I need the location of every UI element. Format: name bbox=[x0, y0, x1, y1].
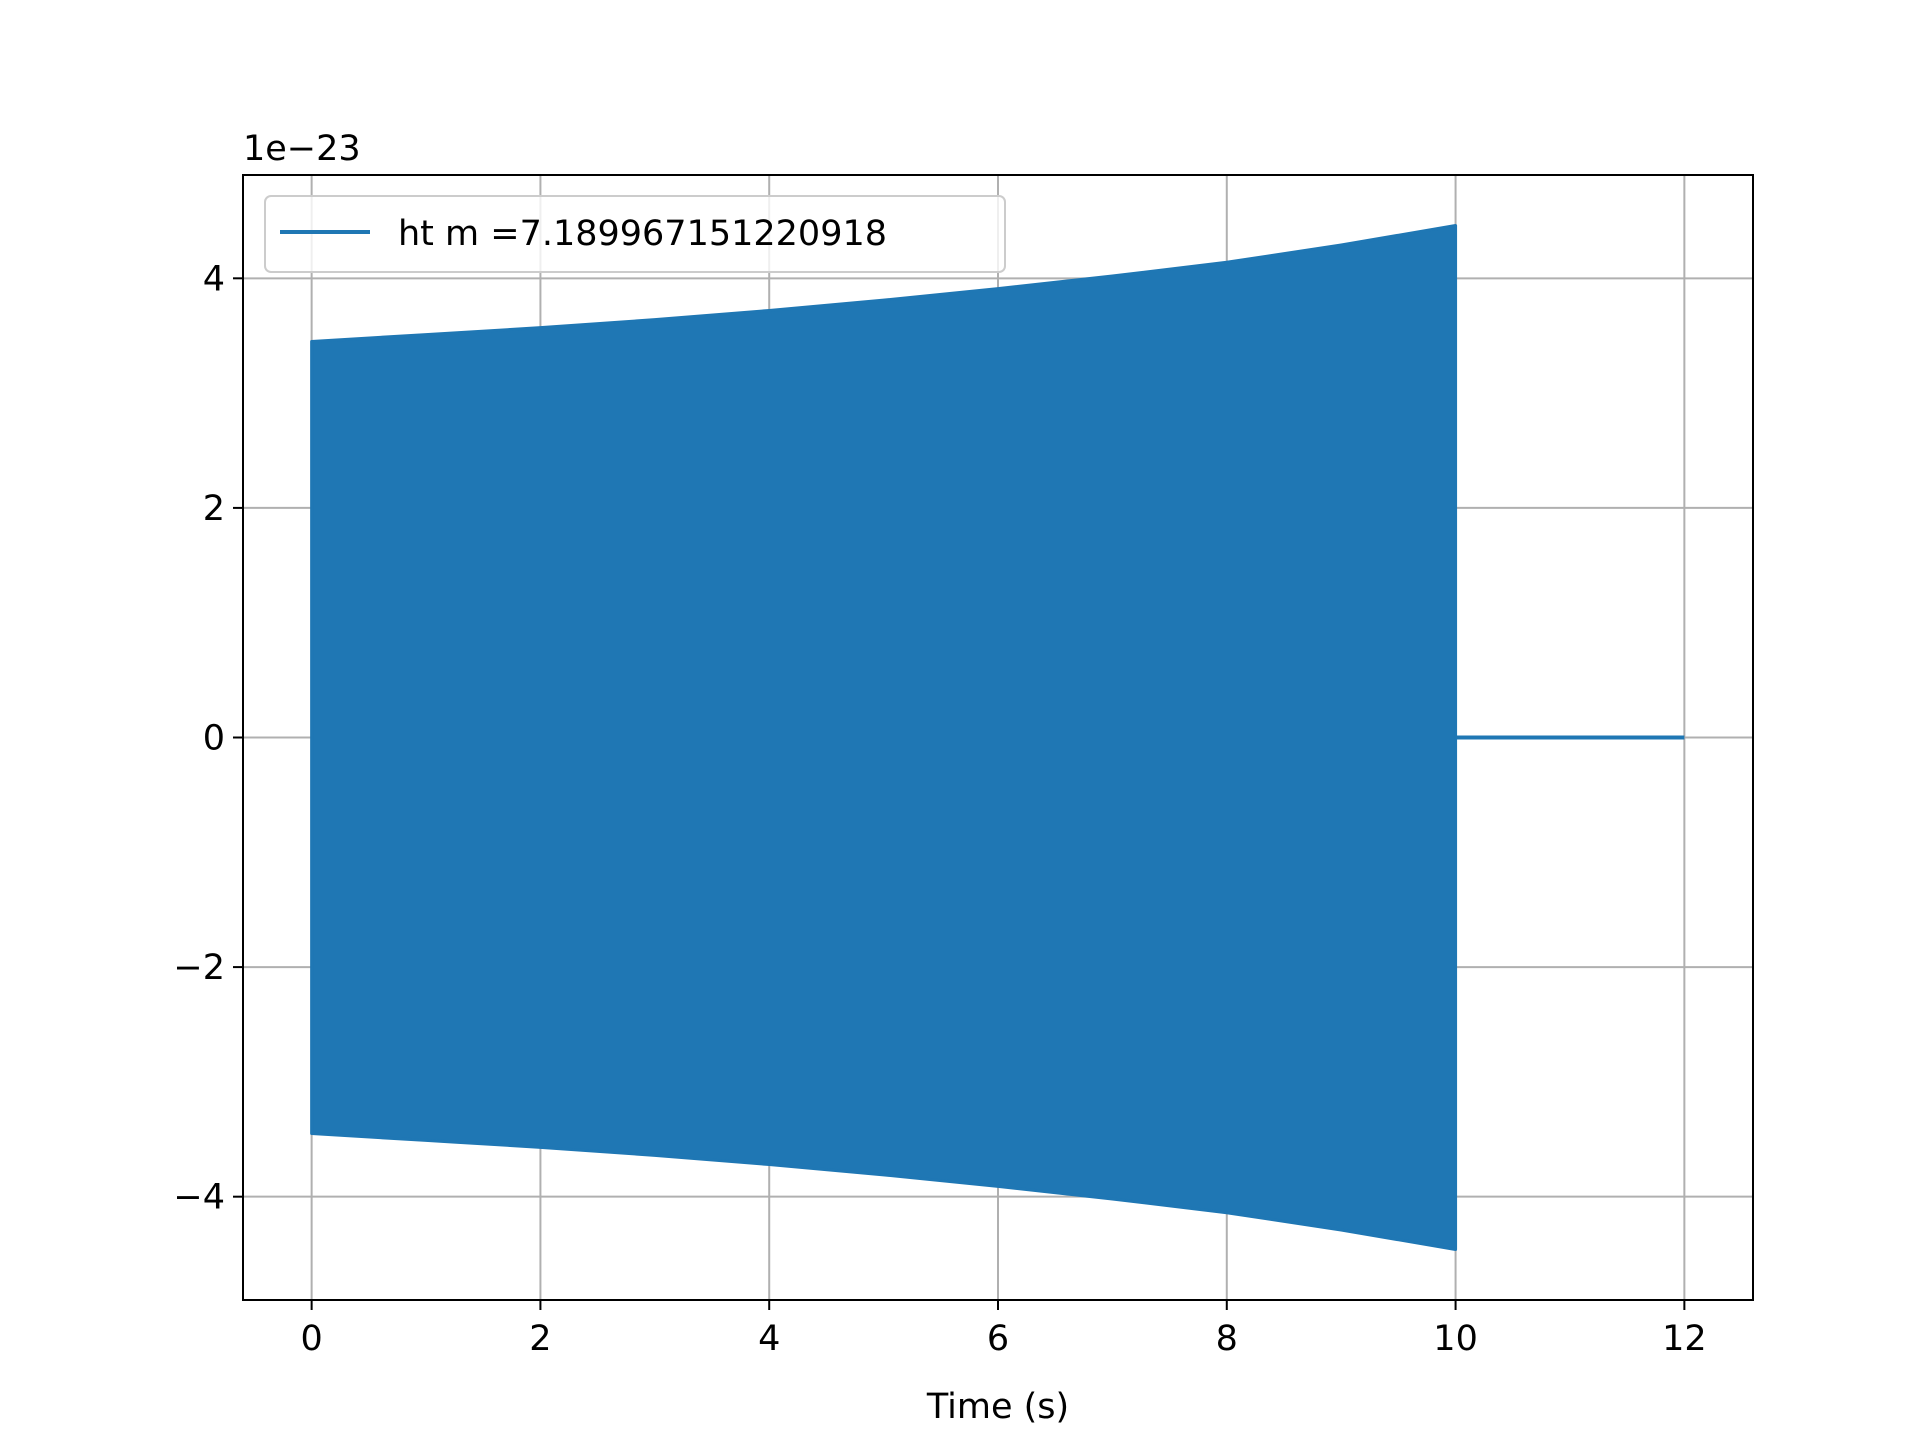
x-tick-label: 4 bbox=[758, 1319, 780, 1359]
x-tick-label: 6 bbox=[987, 1319, 1009, 1359]
y-tick-label: 0 bbox=[203, 719, 225, 759]
legend-label: ht m =7.189967151220918 bbox=[398, 214, 887, 254]
legend: ht m =7.189967151220918 bbox=[264, 195, 1006, 273]
x-tick-label: 12 bbox=[1662, 1319, 1707, 1359]
x-tick-label: 10 bbox=[1433, 1319, 1478, 1359]
series-signal-envelope bbox=[310, 224, 1458, 1251]
tick-layer: 0 2 4 6 8 10 12 −4 −2 0 2 4 bbox=[173, 259, 1706, 1359]
legend-box bbox=[264, 195, 1006, 273]
x-tick-label: 2 bbox=[529, 1319, 551, 1359]
y-tick-label: −2 bbox=[173, 948, 225, 988]
y-tick-label: 2 bbox=[203, 489, 225, 529]
y-tick-label: 4 bbox=[203, 259, 225, 299]
x-axis-label: Time (s) bbox=[926, 1387, 1069, 1427]
x-tick-label: 0 bbox=[300, 1319, 322, 1359]
y-tick-label: −4 bbox=[173, 1178, 225, 1218]
data-layer bbox=[310, 224, 1685, 1251]
y-offset-label: 1e−23 bbox=[243, 129, 361, 169]
x-tick-label: 8 bbox=[1216, 1319, 1238, 1359]
